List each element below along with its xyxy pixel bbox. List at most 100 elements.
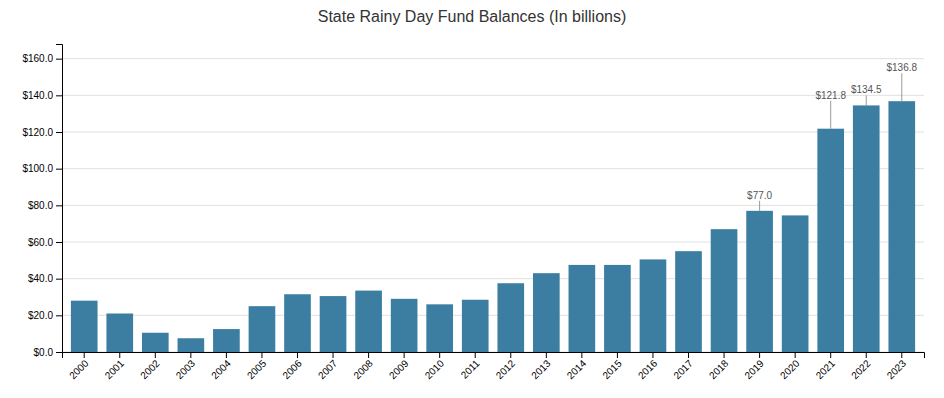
x-tick: 2021 xyxy=(814,352,838,381)
x-tick-label: 2019 xyxy=(742,357,766,381)
y-tick-mark xyxy=(56,95,62,96)
x-tick: 2004 xyxy=(209,352,233,381)
plot-area: $0.0$20.0$40.0$60.0$80.0$100.0$120.0$140… xyxy=(22,45,924,382)
bar xyxy=(106,314,133,353)
x-tick-label: 2009 xyxy=(387,357,411,381)
chart: $0.0$20.0$40.0$60.0$80.0$100.0$120.0$140… xyxy=(0,0,944,398)
x-tick: 2001 xyxy=(103,352,127,381)
x-tick-mark xyxy=(830,352,831,358)
y-tick: $140.0 xyxy=(22,90,62,101)
bar xyxy=(604,265,631,352)
annotation: $121.8 xyxy=(815,90,846,101)
x-tick: 2003 xyxy=(174,352,198,381)
bar xyxy=(853,105,880,352)
x-tick: 2000 xyxy=(67,352,91,381)
x-tick-mark xyxy=(795,352,796,358)
y-axis-line xyxy=(56,45,63,353)
y-tick: $0.0 xyxy=(34,347,62,358)
x-tick: 2009 xyxy=(387,352,411,381)
y-tick-label: $160.0 xyxy=(22,53,53,64)
x-tick-label: 2012 xyxy=(494,357,518,381)
bar xyxy=(533,273,560,352)
y-tick-mark xyxy=(56,169,62,170)
x-tick-label: 2004 xyxy=(209,357,233,381)
x-tick-mark xyxy=(901,352,902,358)
x-tick: 2008 xyxy=(351,352,375,381)
grid-line xyxy=(62,58,924,59)
annotation: $134.5 xyxy=(851,84,882,95)
x-tick-label: 2021 xyxy=(814,357,838,381)
bar xyxy=(178,338,205,352)
x-tick: 2005 xyxy=(245,352,269,381)
grid-line xyxy=(62,95,924,96)
bar xyxy=(569,265,596,352)
x-tick-mark xyxy=(404,352,405,358)
x-tick-mark xyxy=(617,352,618,358)
bar xyxy=(249,306,276,352)
x-tick-label: 2022 xyxy=(849,357,873,381)
annotations: $77.0 $121.8 $134.5 $136.8 xyxy=(747,62,917,211)
bar xyxy=(355,291,382,352)
x-tick: 2022 xyxy=(849,352,873,381)
x-tick-mark xyxy=(688,352,689,358)
bar xyxy=(213,329,240,352)
x-tick-mark xyxy=(439,352,440,358)
bar xyxy=(675,251,702,352)
x-tick-label: 2006 xyxy=(280,357,304,381)
x-tick-label: 2002 xyxy=(138,357,162,381)
y-tick-mark xyxy=(56,352,62,353)
x-tick-label: 2010 xyxy=(423,357,447,381)
x-tick: 2017 xyxy=(671,352,695,381)
leader-line xyxy=(830,101,831,129)
leader-line xyxy=(901,73,902,101)
x-tick-label: 2008 xyxy=(351,357,375,381)
x-tick-mark xyxy=(261,352,262,358)
grid-line xyxy=(62,205,924,206)
x-tick-label: 2018 xyxy=(707,357,731,381)
bar xyxy=(462,300,489,352)
x-tick-mark xyxy=(724,352,725,358)
x-tick-label: 2007 xyxy=(316,357,340,381)
leader-line xyxy=(866,95,867,105)
x-tick-mark xyxy=(652,352,653,358)
bar xyxy=(640,259,667,352)
x-tick-mark xyxy=(759,352,760,358)
annotation: $77.0 xyxy=(747,190,772,201)
x-tick: 2007 xyxy=(316,352,340,381)
grid-line xyxy=(62,168,924,169)
x-tick-mark xyxy=(190,352,191,358)
x-tick: 2018 xyxy=(707,352,731,381)
y-tick-label: $120.0 xyxy=(22,127,53,138)
x-tick-mark xyxy=(368,352,369,358)
bar xyxy=(142,333,169,352)
x-tick-mark xyxy=(510,352,511,358)
x-tick-mark xyxy=(581,352,582,358)
y-tick-label: $0.0 xyxy=(34,347,54,358)
x-tick: 2014 xyxy=(565,352,589,381)
title: State Rainy Day Fund Balances (In billio… xyxy=(318,8,627,25)
x-tick-mark xyxy=(546,352,547,358)
y-tick-mark xyxy=(56,132,62,133)
annotation: $136.8 xyxy=(886,62,917,73)
x-tick: 2020 xyxy=(778,352,802,381)
bar xyxy=(497,283,524,352)
x-tick: 2016 xyxy=(636,352,660,381)
x-tick-label: 2011 xyxy=(459,357,482,380)
x-tick: 2023 xyxy=(885,352,909,381)
x-tick-mark xyxy=(155,352,156,358)
y-tick-label: $60.0 xyxy=(28,237,53,248)
x-tick-label: 2017 xyxy=(671,357,695,381)
x-tick: 2019 xyxy=(742,352,766,381)
grid-line xyxy=(62,132,924,133)
x-tick-label: 2016 xyxy=(636,357,660,381)
x-tick: 2010 xyxy=(423,352,447,381)
x-tick-mark xyxy=(297,352,298,358)
y-tick-label: $20.0 xyxy=(28,310,53,321)
x-tick-label: 2000 xyxy=(67,357,91,381)
bar xyxy=(711,229,738,352)
x-tick-mark xyxy=(226,352,227,358)
x-tick-label: 2014 xyxy=(565,357,589,381)
leader-line xyxy=(759,201,760,211)
x-tick-label: 2005 xyxy=(245,357,269,381)
bar xyxy=(71,301,98,352)
